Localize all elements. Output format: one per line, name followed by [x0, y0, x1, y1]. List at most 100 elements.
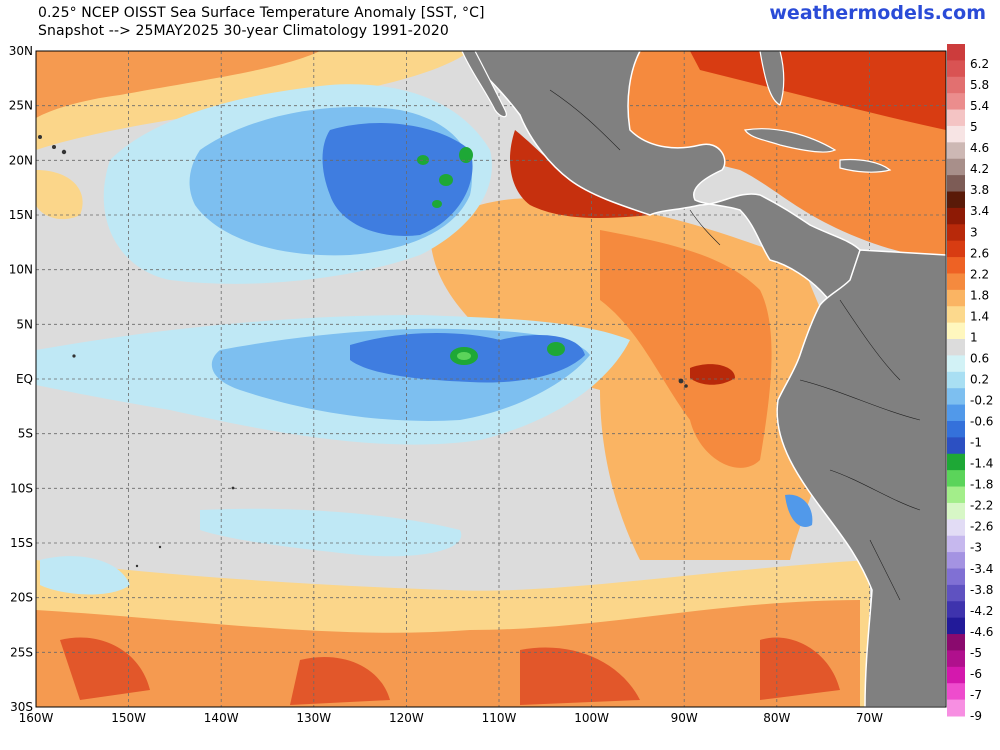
colorbar-cell [947, 552, 965, 569]
colorbar-cell [947, 699, 965, 717]
colorbar-label: 1.8 [970, 288, 989, 302]
colorbar-label: -3 [970, 541, 982, 555]
lat-label: 10N [9, 263, 33, 277]
colorbar-label: 4.6 [970, 141, 989, 155]
colorbar-label: 6.2 [970, 57, 989, 71]
colorbar-cell [947, 44, 965, 61]
cold-equator-green-2 [547, 342, 565, 356]
colorbar-label: 1.4 [970, 309, 989, 323]
lon-label: 160W [19, 711, 54, 725]
land-florida [759, 51, 785, 106]
lat-label: EQ [16, 372, 33, 386]
land-south-america [776, 249, 946, 707]
colorbar-cell [947, 388, 965, 406]
colorbar-cell [947, 109, 965, 127]
cold-north-green-4 [432, 200, 442, 208]
colorbar-cell [947, 339, 965, 356]
colorbar-label: -6 [970, 667, 982, 681]
colorbar-label: -9 [970, 709, 982, 723]
colorbar-cell [947, 404, 965, 422]
land-baja [461, 51, 507, 118]
cold-north-green-3 [459, 147, 473, 163]
lat-label: 20N [9, 153, 33, 167]
colorbar-label: 5.4 [970, 99, 989, 113]
lon-label: 80W [763, 711, 790, 725]
colorbar-label: -0.2 [970, 394, 993, 408]
colorbar-cell [947, 257, 965, 274]
lat-label: 30S [10, 700, 33, 714]
cold-equator-lime-1 [457, 352, 471, 360]
colorbar-cell [947, 453, 965, 471]
colorbar: 6.2 5.8 5.4 5 4.6 4.2 3.8 3.4 3 2.6 2.2 1.8 1.4 1 0.6 0… [947, 44, 993, 723]
cold-north-core [322, 122, 473, 236]
cold-south-streak-west [40, 556, 130, 595]
islands [38, 135, 688, 568]
colorbar-label: 3.4 [970, 204, 989, 218]
colorbar-cell [947, 273, 965, 291]
lon-label: 90W [671, 711, 698, 725]
colorbar-cell [947, 420, 965, 438]
colorbar-label: 0.6 [970, 351, 989, 365]
colorbar-cell [947, 355, 965, 373]
lon-label: 130W [296, 711, 331, 725]
colorbar-label: -1.8 [970, 478, 993, 492]
colorbar-cell [947, 502, 965, 520]
cold-north-green-2 [439, 174, 453, 186]
colorbar-cell [947, 306, 965, 324]
colorbar-label: -1 [970, 436, 982, 450]
warm-spots-south [60, 637, 840, 705]
lon-label: 110W [482, 711, 517, 725]
colorbar-cell [947, 142, 965, 160]
lat-label: 15S [10, 536, 33, 550]
colorbar-label: -0.6 [970, 415, 993, 429]
lat-label: 10S [10, 481, 33, 495]
colorbar-cell [947, 535, 965, 553]
colorbar-label: -3.8 [970, 583, 993, 597]
colorbar-cell [947, 207, 965, 225]
lat-label: 15N [9, 208, 33, 222]
colorbar-label: 5.8 [970, 78, 989, 92]
colorbar-label: -2.2 [970, 499, 993, 513]
colorbar-label: -4.2 [970, 604, 993, 618]
lat-label: 30N [9, 44, 33, 58]
colorbar-cell [947, 650, 965, 668]
colorbar-cell [947, 125, 965, 143]
colorbar-cell [947, 437, 965, 455]
lon-label: 150W [111, 711, 146, 725]
colorbar-label: 0.2 [970, 372, 989, 386]
longitude-labels: 160W 150W 140W 130W 120W 110W 100W 90W 80W 70W [19, 711, 883, 725]
colorbar-cell [947, 568, 965, 586]
brand-link[interactable]: weathermodels.com [769, 2, 986, 24]
colorbar-label: 3.8 [970, 183, 989, 197]
colorbar-label: -5 [970, 646, 982, 660]
warm-patch-pacific-mid [36, 170, 83, 220]
colorbar-cell [947, 322, 965, 340]
land-hispaniola [839, 158, 892, 173]
lat-label: 5N [16, 317, 33, 331]
lat-label: 20S [10, 591, 33, 605]
lat-label: 25S [10, 645, 33, 659]
colorbar-cell [947, 617, 965, 635]
map-title-line1: 0.25° NCEP OISST Sea Surface Temperature… [38, 5, 485, 21]
colorbar-cell [947, 76, 965, 94]
cold-south-streak [200, 508, 462, 557]
colorbar-label: -3.4 [970, 562, 993, 576]
colorbar-cell [947, 519, 965, 537]
lon-label: 120W [389, 711, 424, 725]
warm-east-pacific-core [600, 230, 772, 468]
warm-core-south [36, 600, 860, 707]
colorbar-label: 5 [970, 120, 978, 134]
lat-label: 25N [9, 99, 33, 113]
colorbar-cell [947, 224, 965, 242]
colorbar-cell [947, 93, 965, 111]
colorbar-cell [947, 584, 965, 602]
colorbar-label: 2.2 [970, 267, 989, 281]
latitude-labels: 30N 25N 20N 15N 10N 5N EQ 5S 10S 15S 20S 25S 30S [9, 44, 33, 714]
cold-peru-coast [785, 494, 813, 527]
map-plot-area [36, 51, 946, 707]
colorbar-cell [947, 240, 965, 258]
hot-mexico-coast [510, 130, 650, 218]
country-borders [549, 89, 921, 601]
colorbar-label: 3 [970, 225, 978, 239]
